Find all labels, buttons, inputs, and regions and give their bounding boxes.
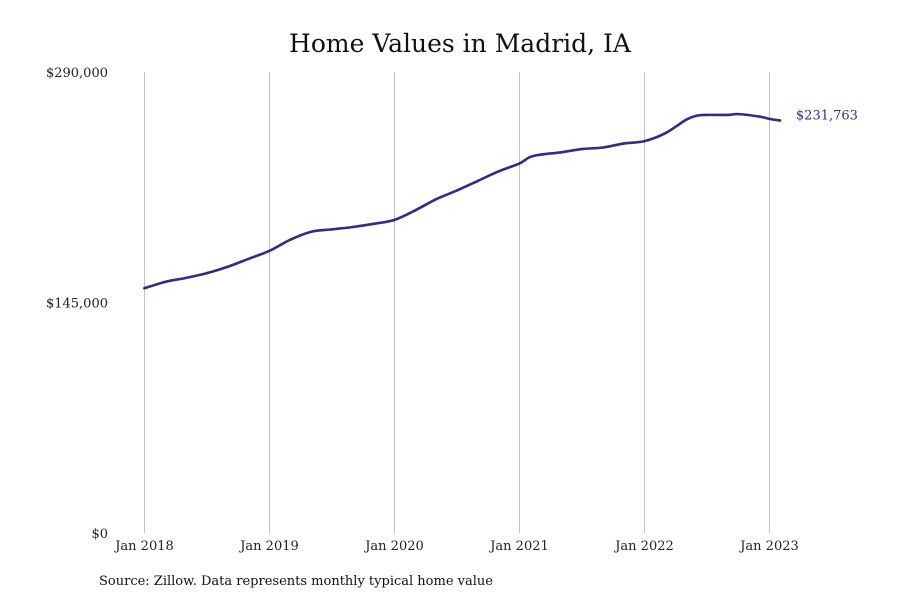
data-point-32 <box>757 115 761 118</box>
data-point-17 <box>497 170 500 173</box>
x-tick-label: Jan 2018 <box>113 539 174 554</box>
data-point-11 <box>372 222 375 226</box>
x-axis-tick-labels: Jan 2018 Jan 2019 Jan 2020 Jan 2021 Jan 2022… <box>113 539 799 554</box>
data-point-4 <box>226 265 230 269</box>
data-point-12 <box>393 218 396 222</box>
data-point-27 <box>684 118 688 121</box>
data-point-23 <box>601 146 605 149</box>
y-tick-label: $145,000 <box>46 297 108 312</box>
data-point-15 <box>455 189 459 192</box>
data-point-18 <box>518 162 521 165</box>
data-point-33 <box>768 117 771 121</box>
series-layer: $231,763 <box>143 108 858 290</box>
series-end-value-label: $231,763 <box>796 108 858 123</box>
data-point-22 <box>580 147 584 151</box>
data-point-13 <box>414 209 417 212</box>
data-point-7 <box>289 238 292 242</box>
x-tick-label: Jan 2022 <box>613 539 674 554</box>
data-point-25 <box>643 139 646 143</box>
data-point-31 <box>736 112 740 116</box>
data-point-29 <box>705 113 709 117</box>
data-point-20 <box>539 153 542 156</box>
data-point-21 <box>559 150 563 154</box>
y-axis-tick-labels: $0 $145,000 $290,000 <box>46 66 108 542</box>
y-tick-label: $290,000 <box>46 66 108 81</box>
data-point-1 <box>164 280 167 284</box>
data-point-14 <box>434 197 438 201</box>
data-point-34 <box>778 119 782 122</box>
data-point-24 <box>622 142 625 145</box>
data-point-19 <box>528 155 532 159</box>
x-tick-label: Jan 2023 <box>738 539 799 554</box>
data-point-16 <box>476 179 480 183</box>
x-tick-label: Jan 2020 <box>363 539 424 554</box>
data-point-8 <box>309 230 313 234</box>
data-point-10 <box>351 225 355 229</box>
data-point-6 <box>268 249 271 253</box>
data-point-3 <box>205 271 209 275</box>
x-tick-label: Jan 2021 <box>488 539 549 554</box>
source-note: Source: Zillow. Data represents monthly … <box>99 574 493 589</box>
data-point-30 <box>726 113 730 117</box>
series-line-0 <box>143 112 782 290</box>
data-point-2 <box>184 276 188 280</box>
x-tick-label: Jan 2019 <box>238 539 299 554</box>
chart-title: Home Values in Madrid, IA <box>289 29 632 58</box>
vertical-gridlines <box>144 72 770 533</box>
data-point-5 <box>247 257 250 261</box>
data-point-9 <box>330 228 334 231</box>
data-point-28 <box>695 114 698 118</box>
data-point-26 <box>664 131 667 135</box>
y-tick-label: $0 <box>91 527 108 542</box>
data-point-0 <box>143 286 146 290</box>
